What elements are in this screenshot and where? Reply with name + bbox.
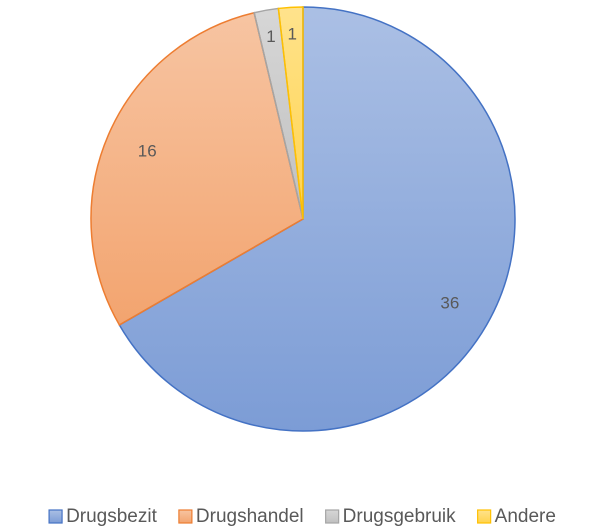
legend-label: Andere [495,506,556,527]
legend-swatch [477,509,492,524]
data-labels: 36 16 1 1 [138,24,460,312]
data-label: 1 [288,24,297,43]
legend-swatch [178,509,193,524]
legend-swatch [325,509,340,524]
pie [90,6,516,432]
legend-label: Drugshandel [196,506,304,527]
pie-slice [277,6,304,220]
legend-label: Drugsbezit [66,506,158,527]
legend-swatch [48,509,63,524]
data-label: 1 [266,27,275,46]
legend-label: Drugsgebruik [343,506,456,527]
pie-slice [118,6,516,432]
pie-slice [90,11,304,327]
data-label: 36 [440,293,459,312]
legend: Drugsbezit Drugshandel Drugsgebruik Andere [48,506,556,527]
data-label: 16 [138,141,157,160]
